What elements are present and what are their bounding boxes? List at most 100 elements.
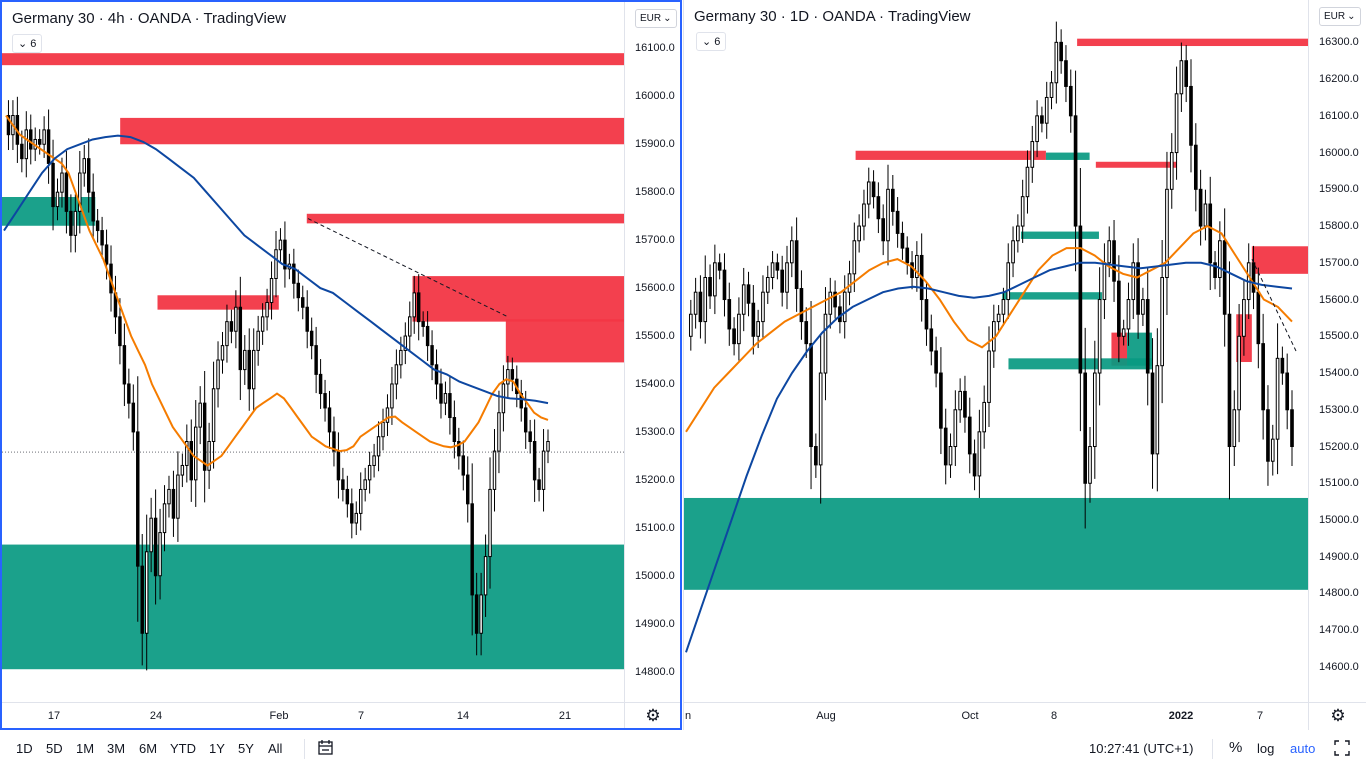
candle-body <box>953 409 958 448</box>
right-candlestick-chart[interactable] <box>684 0 1308 702</box>
right-chart-canvas[interactable] <box>684 0 1308 702</box>
range-5y-button[interactable]: 5Y <box>238 741 254 756</box>
percent-toggle[interactable]: % <box>1229 739 1243 756</box>
candle <box>180 453 185 488</box>
range-1y-button[interactable]: 1Y <box>209 741 225 756</box>
candle-body <box>1107 240 1112 264</box>
candle-body <box>1001 299 1006 315</box>
candle <box>118 298 122 365</box>
candle <box>915 241 919 292</box>
range-3m-button[interactable]: 3M <box>107 741 126 756</box>
ema-orange-line <box>685 224 1293 433</box>
candle <box>1102 243 1107 320</box>
candle <box>457 427 461 470</box>
candle <box>890 174 895 226</box>
candle <box>367 451 372 494</box>
candle-body <box>924 299 929 330</box>
candle-body <box>153 517 158 577</box>
candle-body <box>1203 203 1208 227</box>
range-ytd-button[interactable]: YTD <box>170 741 196 756</box>
candle-body <box>746 284 751 304</box>
right-currency-button[interactable]: EUR ⌄ <box>1319 7 1361 26</box>
candle-body <box>1030 141 1035 168</box>
candle <box>234 290 238 349</box>
candle-body <box>1011 240 1015 264</box>
candle-body <box>457 441 461 457</box>
price-tick-label: 15700.0 <box>1319 256 1359 269</box>
candle <box>64 150 69 234</box>
price-tick-label: 15200.0 <box>635 473 675 486</box>
candle <box>1097 267 1102 406</box>
candle-body <box>189 441 194 481</box>
left-price-scale[interactable]: EUR ⌄ 16100.0 16000.0 15900.0 15800.0 15700.… <box>624 2 680 702</box>
candle-body <box>492 450 497 490</box>
candle-body <box>180 464 185 476</box>
candle-body <box>1275 357 1280 440</box>
candle-body <box>794 240 799 290</box>
candle-body <box>91 191 95 222</box>
candle <box>376 421 381 472</box>
date-range-icon[interactable] <box>317 739 335 760</box>
candle-body <box>1044 96 1049 124</box>
candle <box>1198 169 1203 246</box>
candle-body <box>64 172 69 212</box>
left-candlestick-chart[interactable] <box>2 2 624 702</box>
left-legend-toggle[interactable]: ⌄ 6 <box>12 34 43 53</box>
candle <box>265 288 269 331</box>
range-1m-button[interactable]: 1M <box>76 741 95 756</box>
candle-body <box>69 210 73 236</box>
candle <box>20 130 24 173</box>
range-all-button[interactable]: All <box>268 741 283 756</box>
candle-body <box>958 390 962 411</box>
candle-body <box>1064 60 1068 87</box>
candle-body <box>905 247 910 264</box>
candle-body <box>1242 299 1246 337</box>
auto-toggle[interactable]: auto <box>1290 741 1316 756</box>
range-5d-button[interactable]: 5D <box>46 741 63 756</box>
left-currency-button[interactable]: EUR ⌄ <box>635 9 677 28</box>
candle <box>372 443 376 478</box>
candle-body <box>46 129 51 164</box>
candle <box>46 109 51 184</box>
price-tick-label: 15500.0 <box>1319 330 1359 343</box>
candle <box>857 214 861 253</box>
price-tick-label: 14700.0 <box>1319 624 1359 637</box>
candle <box>51 139 55 231</box>
right-time-axis[interactable]: n Aug Oct 8 2022 7 <box>684 702 1308 730</box>
candle-body <box>82 158 86 174</box>
left-chart-canvas[interactable] <box>2 2 624 702</box>
gear-icon[interactable]: ⚙ <box>645 706 661 725</box>
chevron-down-icon: ⌄ <box>1347 11 1356 22</box>
candle <box>1222 208 1227 347</box>
candle <box>972 439 977 491</box>
time-tick-label: n <box>684 710 692 722</box>
fullscreen-icon[interactable] <box>1333 739 1351 760</box>
log-toggle[interactable]: log <box>1257 741 1275 756</box>
clock-label[interactable]: 10:27:41 (UTC+1) <box>1089 741 1194 756</box>
left-chart-pane[interactable]: Germany 30 · 4h · OANDA · TradingView ⌄ … <box>0 0 682 730</box>
range-1d-button[interactable]: 1D <box>16 741 33 756</box>
candle-body <box>871 181 876 198</box>
range-6m-button[interactable]: 6M <box>139 741 158 756</box>
price-tick-label: 15300.0 <box>635 425 675 438</box>
right-price-scale[interactable]: EUR ⌄ 16300.0 16200.0 16100.0 16000.0 15900.… <box>1308 0 1366 702</box>
candle <box>765 265 770 304</box>
right-legend-toggle[interactable]: ⌄ 6 <box>696 32 727 51</box>
right-axis-corner: ⚙ <box>1308 702 1366 730</box>
right-chart-pane[interactable]: Germany 30 · 1D · OANDA · TradingView ⌄ … <box>683 0 1366 730</box>
candle <box>73 194 78 253</box>
candle <box>443 381 448 416</box>
candle <box>256 315 260 366</box>
candle <box>737 297 741 361</box>
candle <box>350 488 354 539</box>
gear-icon[interactable]: ⚙ <box>1330 706 1346 725</box>
candle <box>948 433 953 478</box>
candle-body <box>497 412 501 452</box>
candle <box>492 429 497 512</box>
trend-line <box>1251 258 1297 352</box>
price-tick-label: 16200.0 <box>1319 73 1359 86</box>
left-time-axis[interactable]: 17 24 Feb 7 14 21 <box>2 702 624 728</box>
candle-body <box>756 321 760 337</box>
price-tick-label: 15600.0 <box>635 282 675 295</box>
candle-body <box>818 372 823 466</box>
